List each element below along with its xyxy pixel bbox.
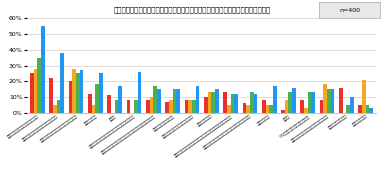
Bar: [311, 92, 315, 113]
Bar: [188, 100, 192, 113]
Bar: [320, 100, 323, 113]
Bar: [366, 105, 369, 113]
Bar: [138, 72, 141, 113]
Bar: [327, 89, 331, 113]
Bar: [362, 80, 366, 113]
Bar: [285, 100, 288, 113]
Bar: [250, 92, 253, 113]
Bar: [153, 86, 157, 113]
Bar: [69, 81, 73, 113]
Bar: [76, 73, 80, 113]
Bar: [50, 78, 53, 113]
Bar: [273, 86, 276, 113]
Bar: [99, 73, 103, 113]
Bar: [53, 105, 57, 113]
Bar: [73, 69, 76, 113]
Bar: [304, 108, 308, 113]
Bar: [176, 89, 180, 113]
Bar: [192, 100, 195, 113]
Text: n=400: n=400: [339, 7, 360, 13]
Bar: [265, 105, 269, 113]
Bar: [88, 94, 92, 113]
Bar: [350, 97, 354, 113]
Bar: [169, 100, 173, 113]
Bar: [308, 92, 311, 113]
Bar: [208, 92, 211, 113]
Bar: [146, 100, 150, 113]
Bar: [288, 92, 292, 113]
Bar: [95, 84, 99, 113]
Bar: [339, 88, 343, 113]
Bar: [41, 26, 45, 113]
Bar: [262, 100, 265, 113]
Bar: [234, 94, 238, 113]
Bar: [165, 102, 169, 113]
Bar: [150, 97, 153, 113]
Bar: [246, 105, 250, 113]
Bar: [223, 92, 227, 113]
Bar: [30, 73, 34, 113]
Text: ［仕事の満足度層別］現在の企業（職場）に就職を決めるにあたり、重視した項目: ［仕事の満足度層別］現在の企業（職場）に就職を決めるにあたり、重視した項目: [113, 6, 271, 13]
Bar: [80, 70, 83, 113]
Bar: [331, 89, 334, 113]
Bar: [57, 100, 60, 113]
Bar: [108, 96, 111, 113]
Bar: [118, 86, 122, 113]
Bar: [204, 97, 208, 113]
Bar: [292, 88, 296, 113]
Bar: [185, 100, 188, 113]
Bar: [92, 105, 95, 113]
Bar: [34, 69, 38, 113]
Bar: [134, 100, 138, 113]
Bar: [60, 53, 64, 113]
Bar: [157, 89, 161, 113]
Bar: [300, 100, 304, 113]
Bar: [323, 84, 327, 113]
Bar: [369, 108, 373, 113]
Bar: [127, 100, 130, 113]
Bar: [211, 92, 215, 113]
Bar: [227, 105, 230, 113]
Bar: [38, 58, 41, 113]
Bar: [269, 105, 273, 113]
Bar: [173, 89, 176, 113]
Bar: [253, 94, 257, 113]
Bar: [230, 94, 234, 113]
Bar: [115, 100, 118, 113]
Bar: [346, 105, 350, 113]
Bar: [358, 105, 362, 113]
Bar: [195, 86, 199, 113]
Bar: [243, 103, 246, 113]
Bar: [215, 89, 218, 113]
Bar: [281, 110, 285, 113]
